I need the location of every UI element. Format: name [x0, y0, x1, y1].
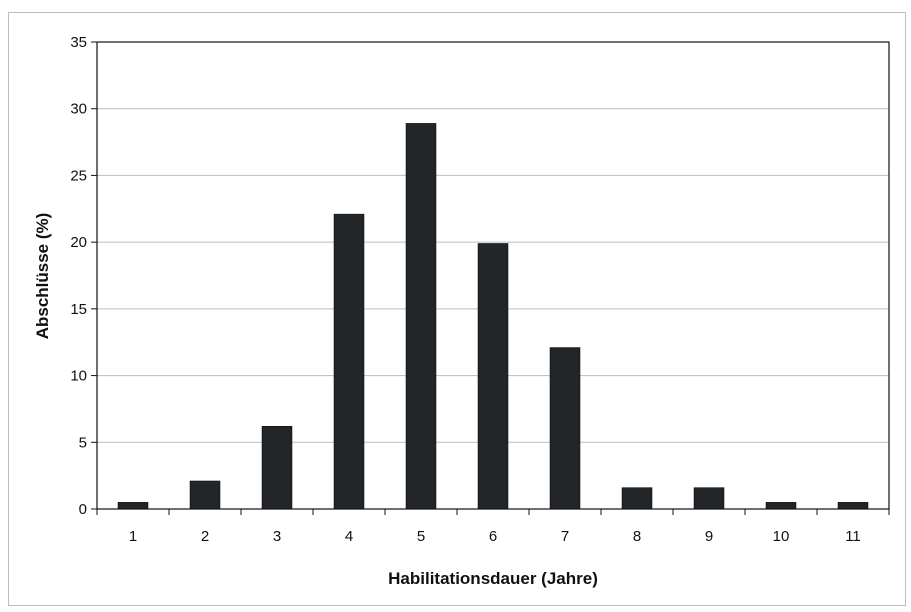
y-tick-label: 10 [70, 368, 87, 385]
bar-8 [621, 487, 653, 510]
y-tick-label: 35 [70, 34, 87, 51]
x-tick-label: 6 [489, 528, 497, 545]
bar-10 [765, 502, 797, 510]
bar-1 [117, 502, 149, 510]
y-tick-label: 25 [70, 167, 87, 184]
bar-9 [693, 487, 725, 510]
x-axis-title: Habilitationsdauer (Jahre) [388, 569, 598, 588]
x-tick-label: 3 [273, 528, 281, 545]
bar-7 [549, 347, 581, 510]
bar-3 [261, 426, 293, 510]
x-tick-label: 2 [201, 528, 209, 545]
y-tick-labels: 0 5 10 15 20 25 30 35 [70, 34, 87, 518]
axes [91, 41, 890, 515]
x-tick-label: 10 [773, 528, 790, 545]
y-tick-label: 20 [70, 234, 87, 251]
y-tick-label: 30 [70, 101, 87, 118]
x-tick-label: 1 [129, 528, 137, 545]
x-tick-label: 9 [705, 528, 713, 545]
bar-4 [333, 213, 365, 510]
plot-border [96, 41, 890, 510]
bar-6 [477, 243, 509, 510]
x-tick-label: 5 [417, 528, 425, 545]
x-tick-labels: 1 2 3 4 5 6 7 8 9 10 11 [129, 528, 861, 545]
y-tick-label: 15 [70, 301, 87, 318]
bar-5 [405, 123, 437, 510]
y-axis-title: Abschlüsse (%) [33, 213, 52, 340]
y-tick-label: 5 [79, 434, 87, 451]
x-tick-label: 11 [845, 528, 861, 545]
x-tick-label: 7 [561, 528, 569, 545]
y-tick-label: 0 [79, 501, 87, 518]
bar-2 [189, 480, 221, 510]
bar-11 [837, 502, 869, 510]
x-tick-label: 4 [345, 528, 353, 545]
bars [117, 123, 869, 510]
x-tick-label: 8 [633, 528, 641, 545]
